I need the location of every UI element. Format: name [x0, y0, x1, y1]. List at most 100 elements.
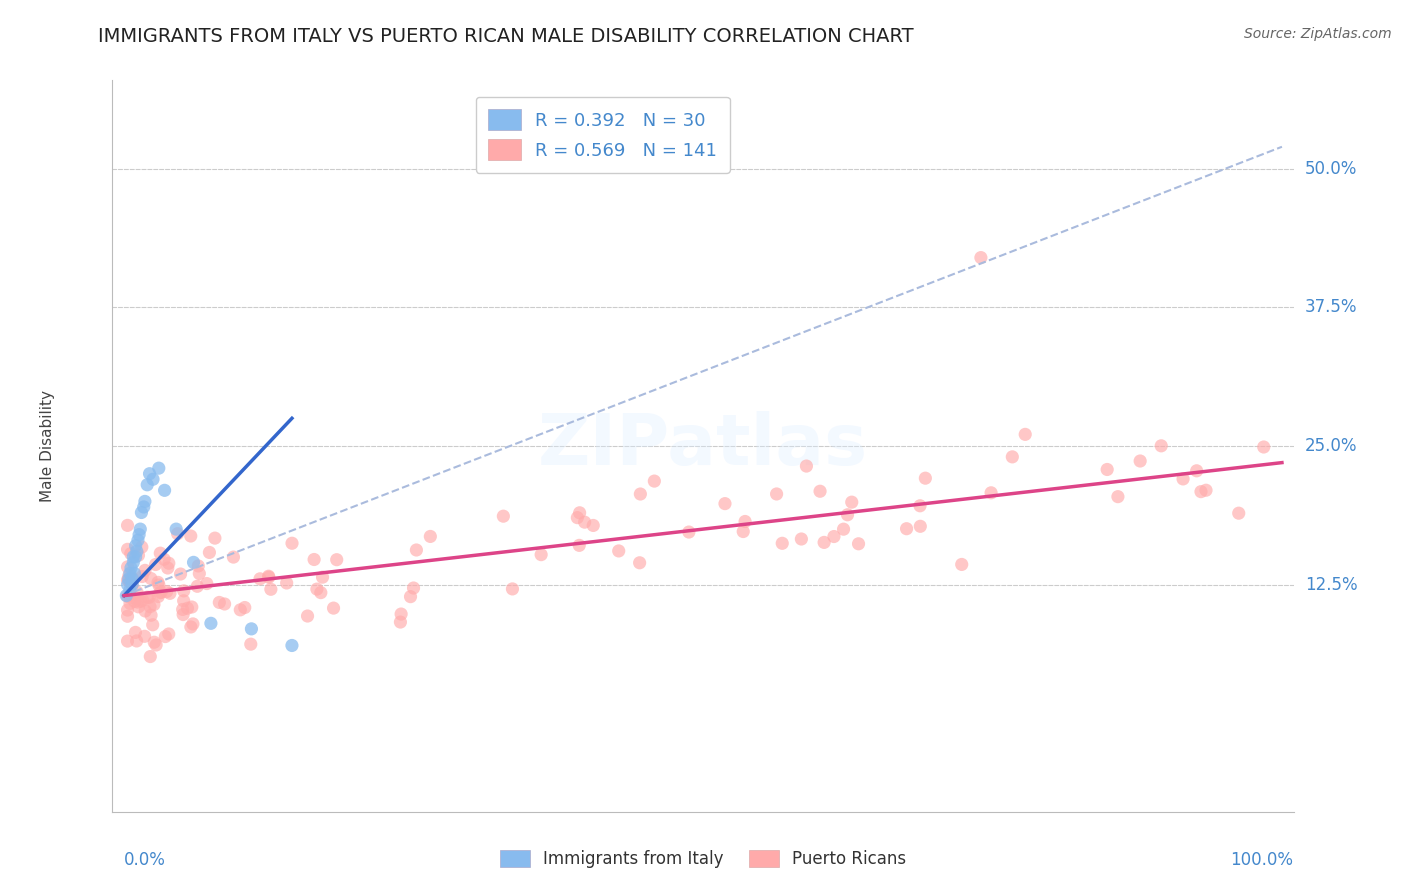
Point [305, 582, 328, 596]
Point [1171, 472, 1194, 486]
Point [134, 563, 156, 577]
Point [125, 585, 148, 599]
Text: Source: ZipAtlas.com: Source: ZipAtlas.com [1244, 27, 1392, 41]
Point [181, 616, 204, 631]
Point [120, 561, 142, 575]
Point [837, 508, 859, 522]
Point [117, 589, 139, 603]
Point [233, 600, 256, 615]
Point [297, 609, 319, 624]
Point [139, 649, 162, 664]
Point [187, 558, 209, 573]
Point [157, 556, 180, 570]
Point [841, 495, 863, 509]
Point [148, 590, 170, 604]
Text: 50.0%: 50.0% [1305, 160, 1357, 178]
Point [149, 546, 172, 560]
Point [734, 515, 756, 529]
Point [567, 510, 589, 524]
Point [240, 622, 263, 636]
Point [530, 548, 553, 562]
Point [148, 578, 170, 592]
Point [325, 552, 347, 566]
Point [118, 566, 141, 581]
Point [134, 629, 156, 643]
Point [173, 594, 195, 608]
Text: IMMIGRANTS FROM ITALY VS PUERTO RICAN MALE DISABILITY CORRELATION CHART: IMMIGRANTS FROM ITALY VS PUERTO RICAN MA… [98, 27, 914, 45]
Point [120, 591, 142, 605]
Point [132, 500, 155, 514]
Point [145, 558, 167, 572]
Point [131, 540, 153, 554]
Point [117, 577, 139, 591]
Point [121, 577, 143, 591]
Point [239, 637, 262, 651]
Point [139, 572, 162, 586]
Point [127, 549, 149, 563]
Point [118, 568, 141, 582]
Point [173, 583, 195, 598]
Point [607, 544, 630, 558]
Point [980, 485, 1002, 500]
Point [117, 634, 139, 648]
Point [122, 549, 145, 564]
Point [142, 472, 165, 486]
Text: 100.0%: 100.0% [1230, 851, 1294, 869]
Point [198, 545, 221, 559]
Point [180, 600, 202, 615]
Point [582, 518, 605, 533]
Point [1129, 454, 1152, 468]
Point [257, 570, 280, 584]
Point [155, 630, 177, 644]
Point [808, 484, 831, 499]
Point [138, 467, 160, 481]
Point [1189, 484, 1212, 499]
Point [156, 561, 179, 575]
Point [138, 591, 160, 605]
Point [142, 617, 165, 632]
Point [896, 522, 918, 536]
Point [134, 494, 156, 508]
Point [823, 529, 845, 543]
Point [765, 487, 787, 501]
Legend: R = 0.392   N = 30, R = 0.569   N = 141: R = 0.392 N = 30, R = 0.569 N = 141 [475, 96, 730, 173]
Point [150, 585, 173, 599]
Point [790, 532, 813, 546]
Point [950, 558, 973, 572]
Point [166, 526, 188, 541]
Point [143, 635, 166, 649]
Point [1227, 506, 1250, 520]
Point [678, 524, 700, 539]
Point [122, 572, 145, 586]
Point [118, 573, 141, 587]
Point [124, 566, 146, 581]
Point [1095, 462, 1118, 476]
Point [848, 537, 870, 551]
Point [195, 576, 218, 591]
Text: 12.5%: 12.5% [1305, 575, 1357, 593]
Point [172, 607, 194, 622]
Point [389, 615, 412, 629]
Point [311, 570, 333, 584]
Point [399, 590, 422, 604]
Point [402, 581, 425, 595]
Text: ZIPatlas: ZIPatlas [538, 411, 868, 481]
Point [127, 533, 149, 548]
Point [124, 594, 146, 608]
Point [120, 547, 142, 561]
Point [118, 583, 141, 598]
Point [131, 506, 153, 520]
Text: 37.5%: 37.5% [1305, 299, 1357, 317]
Point [117, 603, 139, 617]
Point [249, 572, 271, 586]
Point [118, 596, 141, 610]
Point [204, 531, 226, 545]
Point [257, 569, 280, 583]
Point [125, 544, 148, 558]
Point [153, 552, 176, 566]
Point [115, 589, 138, 603]
Point [908, 499, 931, 513]
Point [302, 552, 325, 566]
Point [832, 522, 855, 536]
Point [180, 620, 202, 634]
